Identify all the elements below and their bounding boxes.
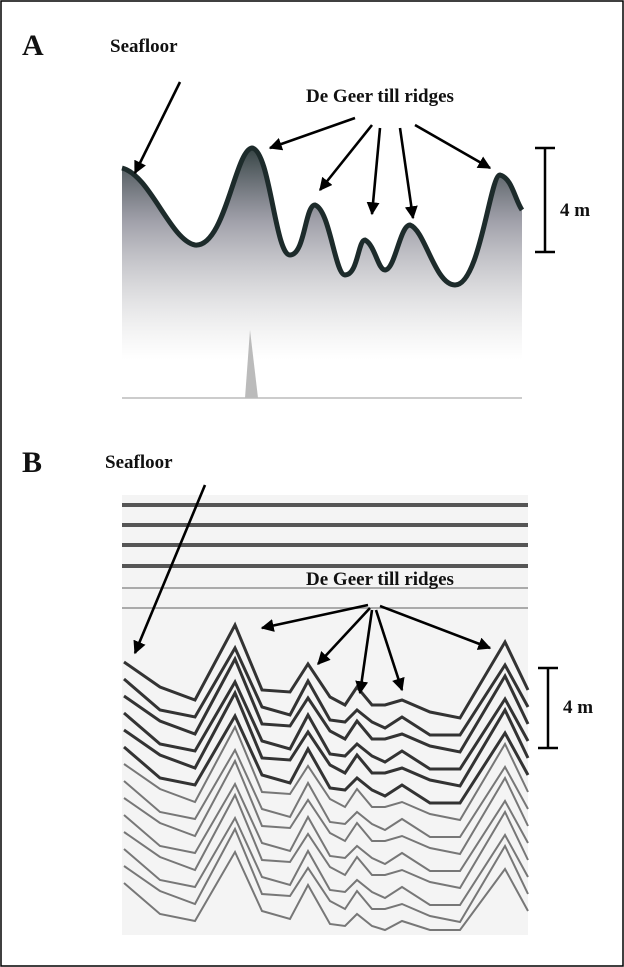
panel-label: A	[22, 29, 44, 62]
arrow	[135, 82, 180, 173]
arrow	[320, 125, 372, 190]
scale-bar	[535, 148, 555, 252]
scale-label: 4 m	[563, 697, 593, 718]
scale-bar	[538, 668, 558, 748]
panel-a: A Seafloor De Geer till ridges 4 m	[22, 29, 590, 398]
echogram-a	[122, 148, 522, 360]
ridges-label: De Geer till ridges	[306, 569, 454, 590]
seafloor-label: Seafloor	[110, 36, 178, 57]
figure: A Seafloor De Geer till ridges 4 m B Sea…	[0, 0, 624, 967]
panel-b: B Seafloor De Geer till ridges 4 m	[22, 446, 593, 935]
arrow	[372, 128, 380, 214]
arrow	[400, 128, 413, 218]
arrow	[270, 118, 355, 148]
ridges-label: De Geer till ridges	[306, 86, 454, 107]
seafloor-label: Seafloor	[105, 452, 173, 473]
scale-label: 4 m	[560, 200, 590, 221]
arrow	[415, 125, 490, 168]
panel-label: B	[22, 446, 42, 479]
